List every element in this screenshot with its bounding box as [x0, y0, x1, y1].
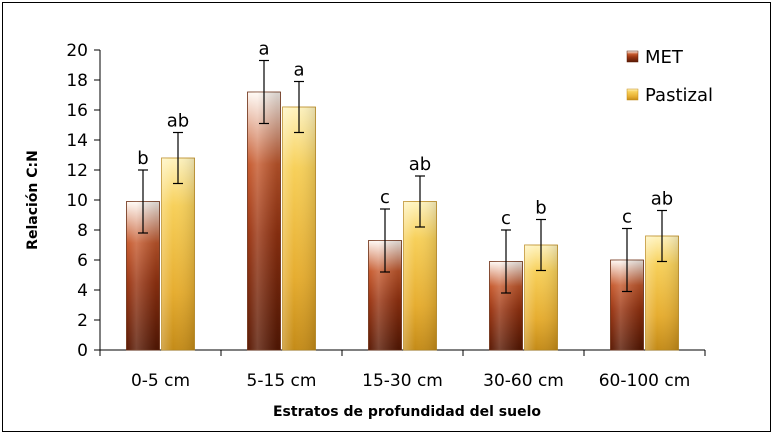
- legend: MET Pastizal: [626, 47, 713, 106]
- significance-letter: ab: [167, 111, 189, 132]
- x-tick-label: 30-60 cm: [483, 371, 564, 391]
- y-tick-label: 0: [77, 341, 88, 361]
- bar-pastizal-shade: [282, 107, 316, 350]
- bar-pastizal-shade: [161, 158, 195, 350]
- significance-letter: a: [258, 39, 269, 60]
- significance-letter: c: [380, 187, 390, 208]
- bar-met-shade: [247, 92, 281, 350]
- significance-letter: ab: [651, 189, 673, 210]
- y-tick-label: 12: [66, 161, 88, 181]
- axes: [94, 49, 706, 356]
- legend-swatch-pastizal: [626, 88, 639, 101]
- significance-letter: b: [535, 198, 546, 219]
- significance-letter: b: [137, 148, 148, 169]
- y-tick-label: 8: [77, 221, 88, 241]
- y-axis-title: Relación C:N: [25, 150, 41, 250]
- legend-label-met: MET: [645, 47, 684, 68]
- y-tick-label: 18: [66, 71, 88, 91]
- y-tick-label: 14: [66, 131, 88, 151]
- y-tick-label: 6: [77, 251, 88, 271]
- y-tick-label: 16: [66, 101, 88, 121]
- tick-labels: 0 2 4 6 8 10 12 14 16 18 20 0-5 cm 5-15 cm 15-30 cm 30…: [66, 41, 690, 391]
- significance-letter: ab: [409, 154, 431, 175]
- legend-swatch-met: [626, 50, 639, 63]
- x-tick-label: 15-30 cm: [362, 371, 443, 391]
- error-bars: [138, 59, 667, 294]
- legend-label-pastizal: Pastizal: [645, 85, 713, 106]
- y-tick-label: 2: [77, 311, 88, 331]
- x-tick-label: 0-5 cm: [131, 371, 190, 391]
- bars: [126, 91, 679, 351]
- significance-letter: a: [293, 60, 304, 81]
- y-tick-label: 10: [66, 191, 88, 211]
- x-tick-label: 5-15 cm: [247, 371, 317, 391]
- significance-letter: c: [622, 207, 632, 228]
- y-tick-label: 20: [66, 41, 88, 61]
- x-tick-label: 60-100 cm: [599, 371, 691, 391]
- x-axis-title: Estratos de profundidad del suelo: [273, 404, 541, 420]
- significance-letter: c: [501, 208, 511, 229]
- y-tick-label: 4: [77, 281, 88, 301]
